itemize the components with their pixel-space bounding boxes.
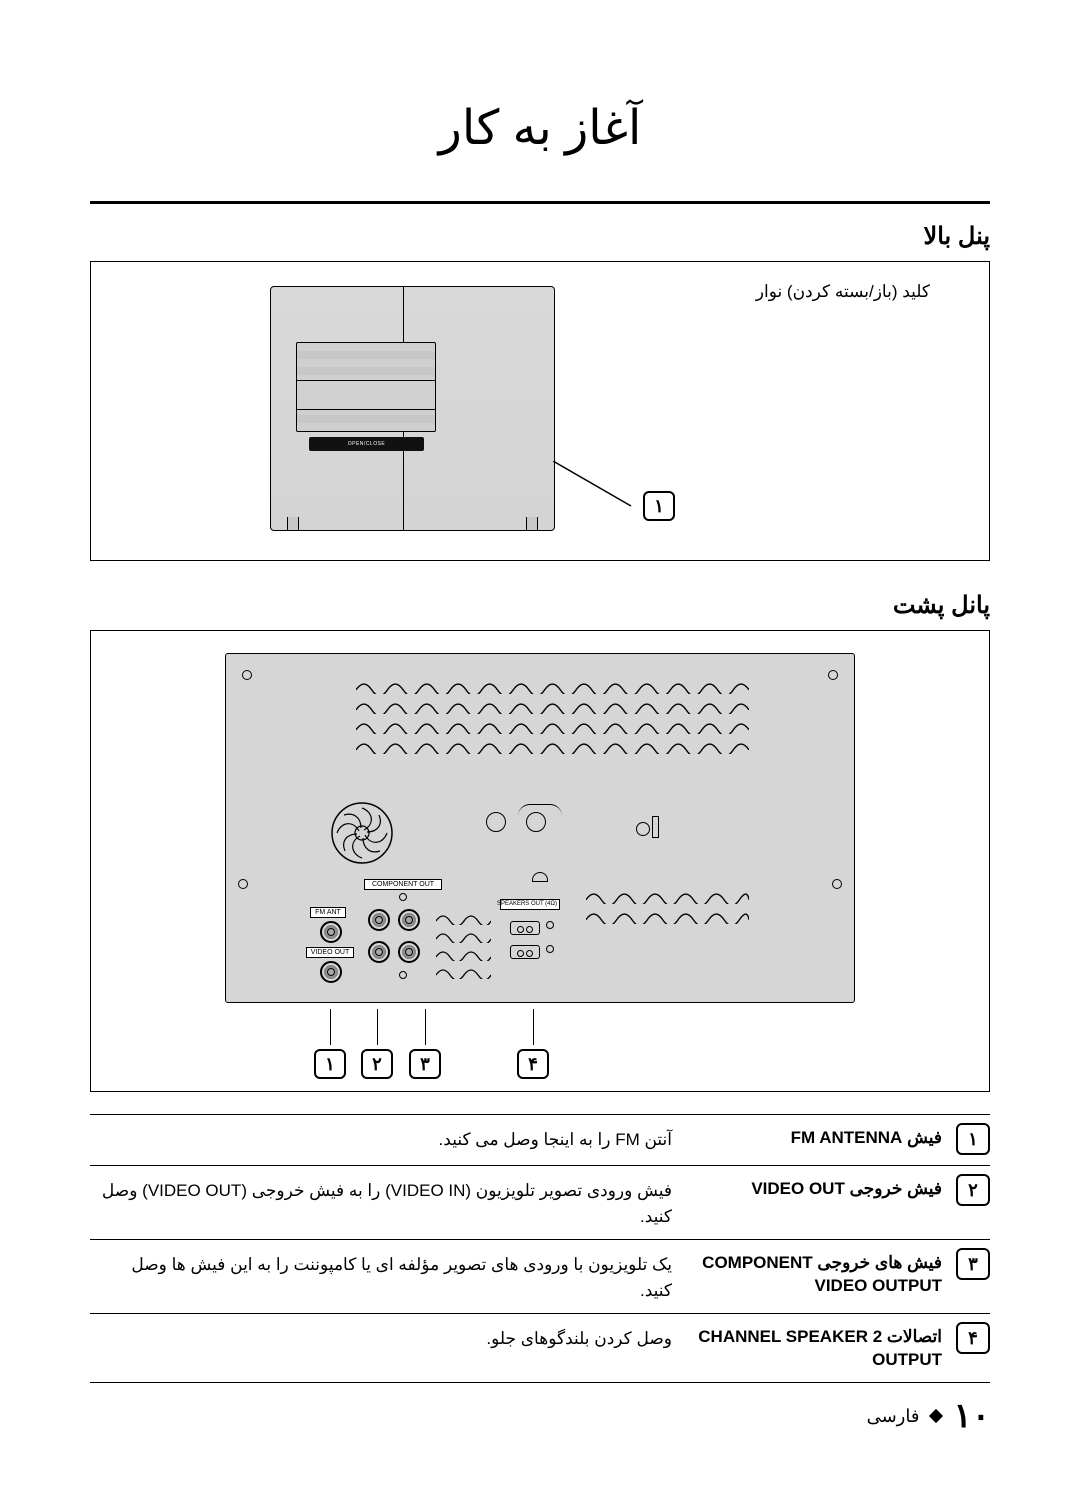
legend-desc: فیش ورودی تصویر تلویزیون (VIDEO IN) را ب… — [90, 1174, 672, 1229]
label-speakers-out: SPEAKERS OUT (4Ω) — [500, 899, 560, 910]
rear-marker-1: ۱ — [314, 1049, 346, 1079]
rear-panel-heading: پانل پشت — [90, 591, 990, 620]
fan-icon — [331, 802, 393, 864]
marker-1: ۱ — [643, 491, 675, 521]
legend-desc: یک تلویزیون با ورودی های تصویر مؤلفه ای … — [90, 1248, 672, 1303]
legend-num: ۳ — [956, 1248, 990, 1280]
label-component-out: COMPONENT OUT — [364, 879, 442, 890]
legend-term: اتصالات 2 CHANNEL SPEAKER OUTPUT — [672, 1322, 942, 1372]
top-panel-heading: پنل بالا — [90, 222, 990, 251]
legend-desc: آنتن FM را به اینجا وصل می کنید. — [90, 1123, 672, 1153]
rear-marker-3: ۳ — [409, 1049, 441, 1079]
legend-term: فیش های خروجی COMPONENT VIDEO OUTPUT — [672, 1248, 942, 1298]
legend-num: ۲ — [956, 1174, 990, 1206]
rear-body: COMPONENT OUT FM ANT VIDEO OUT — [225, 653, 855, 1003]
table-row: ۲ فیش خروجی VIDEO OUT فیش ورودی تصویر تل… — [90, 1165, 990, 1239]
legend-table: ۱ فیش FM ANTENNA آنتن FM را به اینجا وصل… — [90, 1114, 990, 1383]
table-row: ۱ فیش FM ANTENNA آنتن FM را به اینجا وصل… — [90, 1114, 990, 1165]
device-front-illustration: OPEN/CLOSE — [270, 286, 555, 531]
page-number: ۱۰ — [953, 1396, 990, 1436]
rear-marker-2: ۲ — [361, 1049, 393, 1079]
rear-marker-row: ۱ ۲ ۳ ۴ — [225, 1019, 855, 1079]
top-panel-diagram: کلید (باز/بسته کردن) نوار OPEN/CLOSE ۱ — [90, 261, 990, 561]
title-rule — [90, 201, 990, 204]
rear-marker-4: ۴ — [517, 1049, 549, 1079]
page-title: آغاز به کار — [90, 100, 990, 156]
leader-line — [553, 461, 645, 516]
table-row: ۴ اتصالات 2 CHANNEL SPEAKER OUTPUT وصل ک… — [90, 1313, 990, 1382]
callout-text: کلید (باز/بسته کردن) نوار — [756, 282, 930, 302]
label-video-out: VIDEO OUT — [306, 947, 354, 958]
page-footer: ۱۰ فارسی — [90, 1396, 990, 1436]
rear-panel-diagram: COMPONENT OUT FM ANT VIDEO OUT — [90, 630, 990, 1092]
legend-term: فیش خروجی VIDEO OUT — [672, 1174, 942, 1201]
legend-desc: وصل کردن بلندگوهای جلو. — [90, 1322, 672, 1352]
label-fm-ant: FM ANT — [310, 907, 346, 918]
legend-term: فیش FM ANTENNA — [672, 1123, 942, 1150]
footer-language: فارسی — [867, 1406, 920, 1427]
diamond-icon — [929, 1409, 943, 1423]
table-row: ۳ فیش های خروجی COMPONENT VIDEO OUTPUT ی… — [90, 1239, 990, 1313]
legend-num: ۴ — [956, 1322, 990, 1354]
connector-area: COMPONENT OUT FM ANT VIDEO OUT — [314, 879, 574, 994]
door-label: OPEN/CLOSE — [309, 437, 424, 451]
legend-num: ۱ — [956, 1123, 990, 1155]
